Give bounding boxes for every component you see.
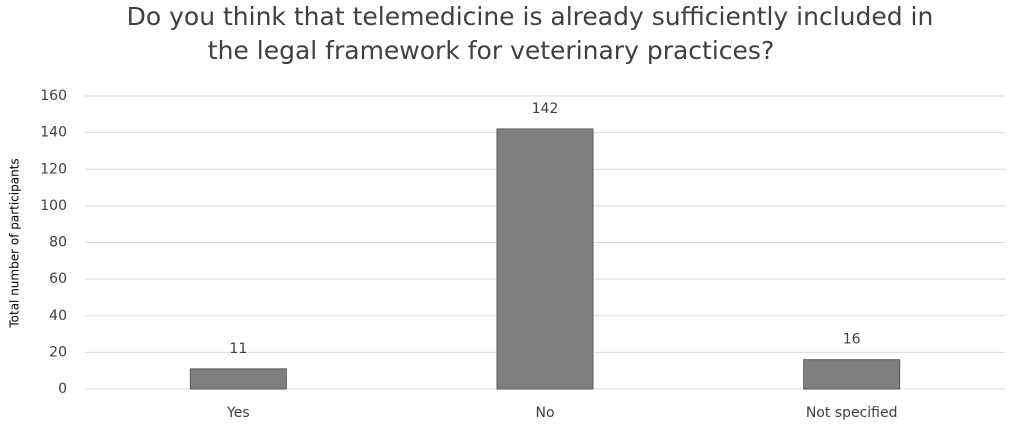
x-tick-label: Not specified xyxy=(806,405,898,421)
y-tick-label: 40 xyxy=(49,308,67,324)
y-tick-label: 80 xyxy=(49,235,67,251)
chart-title: the legal framework for veterinary pract… xyxy=(208,36,774,65)
chart-title: Do you think that telemedicine is alread… xyxy=(127,2,934,31)
bar xyxy=(803,359,901,390)
bar xyxy=(189,368,287,390)
y-tick-label: 160 xyxy=(40,88,67,104)
y-tick-label: 140 xyxy=(40,125,67,141)
x-tick-label: No xyxy=(535,405,554,421)
data-label: 16 xyxy=(843,332,861,348)
x-tick-label: Yes xyxy=(226,405,250,421)
y-axis-label: Total number of participants xyxy=(8,158,22,328)
y-tick-label: 100 xyxy=(40,198,67,214)
y-tick-label: 0 xyxy=(58,381,67,397)
y-tick-label: 60 xyxy=(49,271,67,287)
y-tick-label: 20 xyxy=(49,344,67,360)
data-label: 11 xyxy=(229,341,247,357)
bar xyxy=(496,128,594,390)
data-label: 142 xyxy=(532,101,559,117)
y-tick-label: 120 xyxy=(40,161,67,177)
